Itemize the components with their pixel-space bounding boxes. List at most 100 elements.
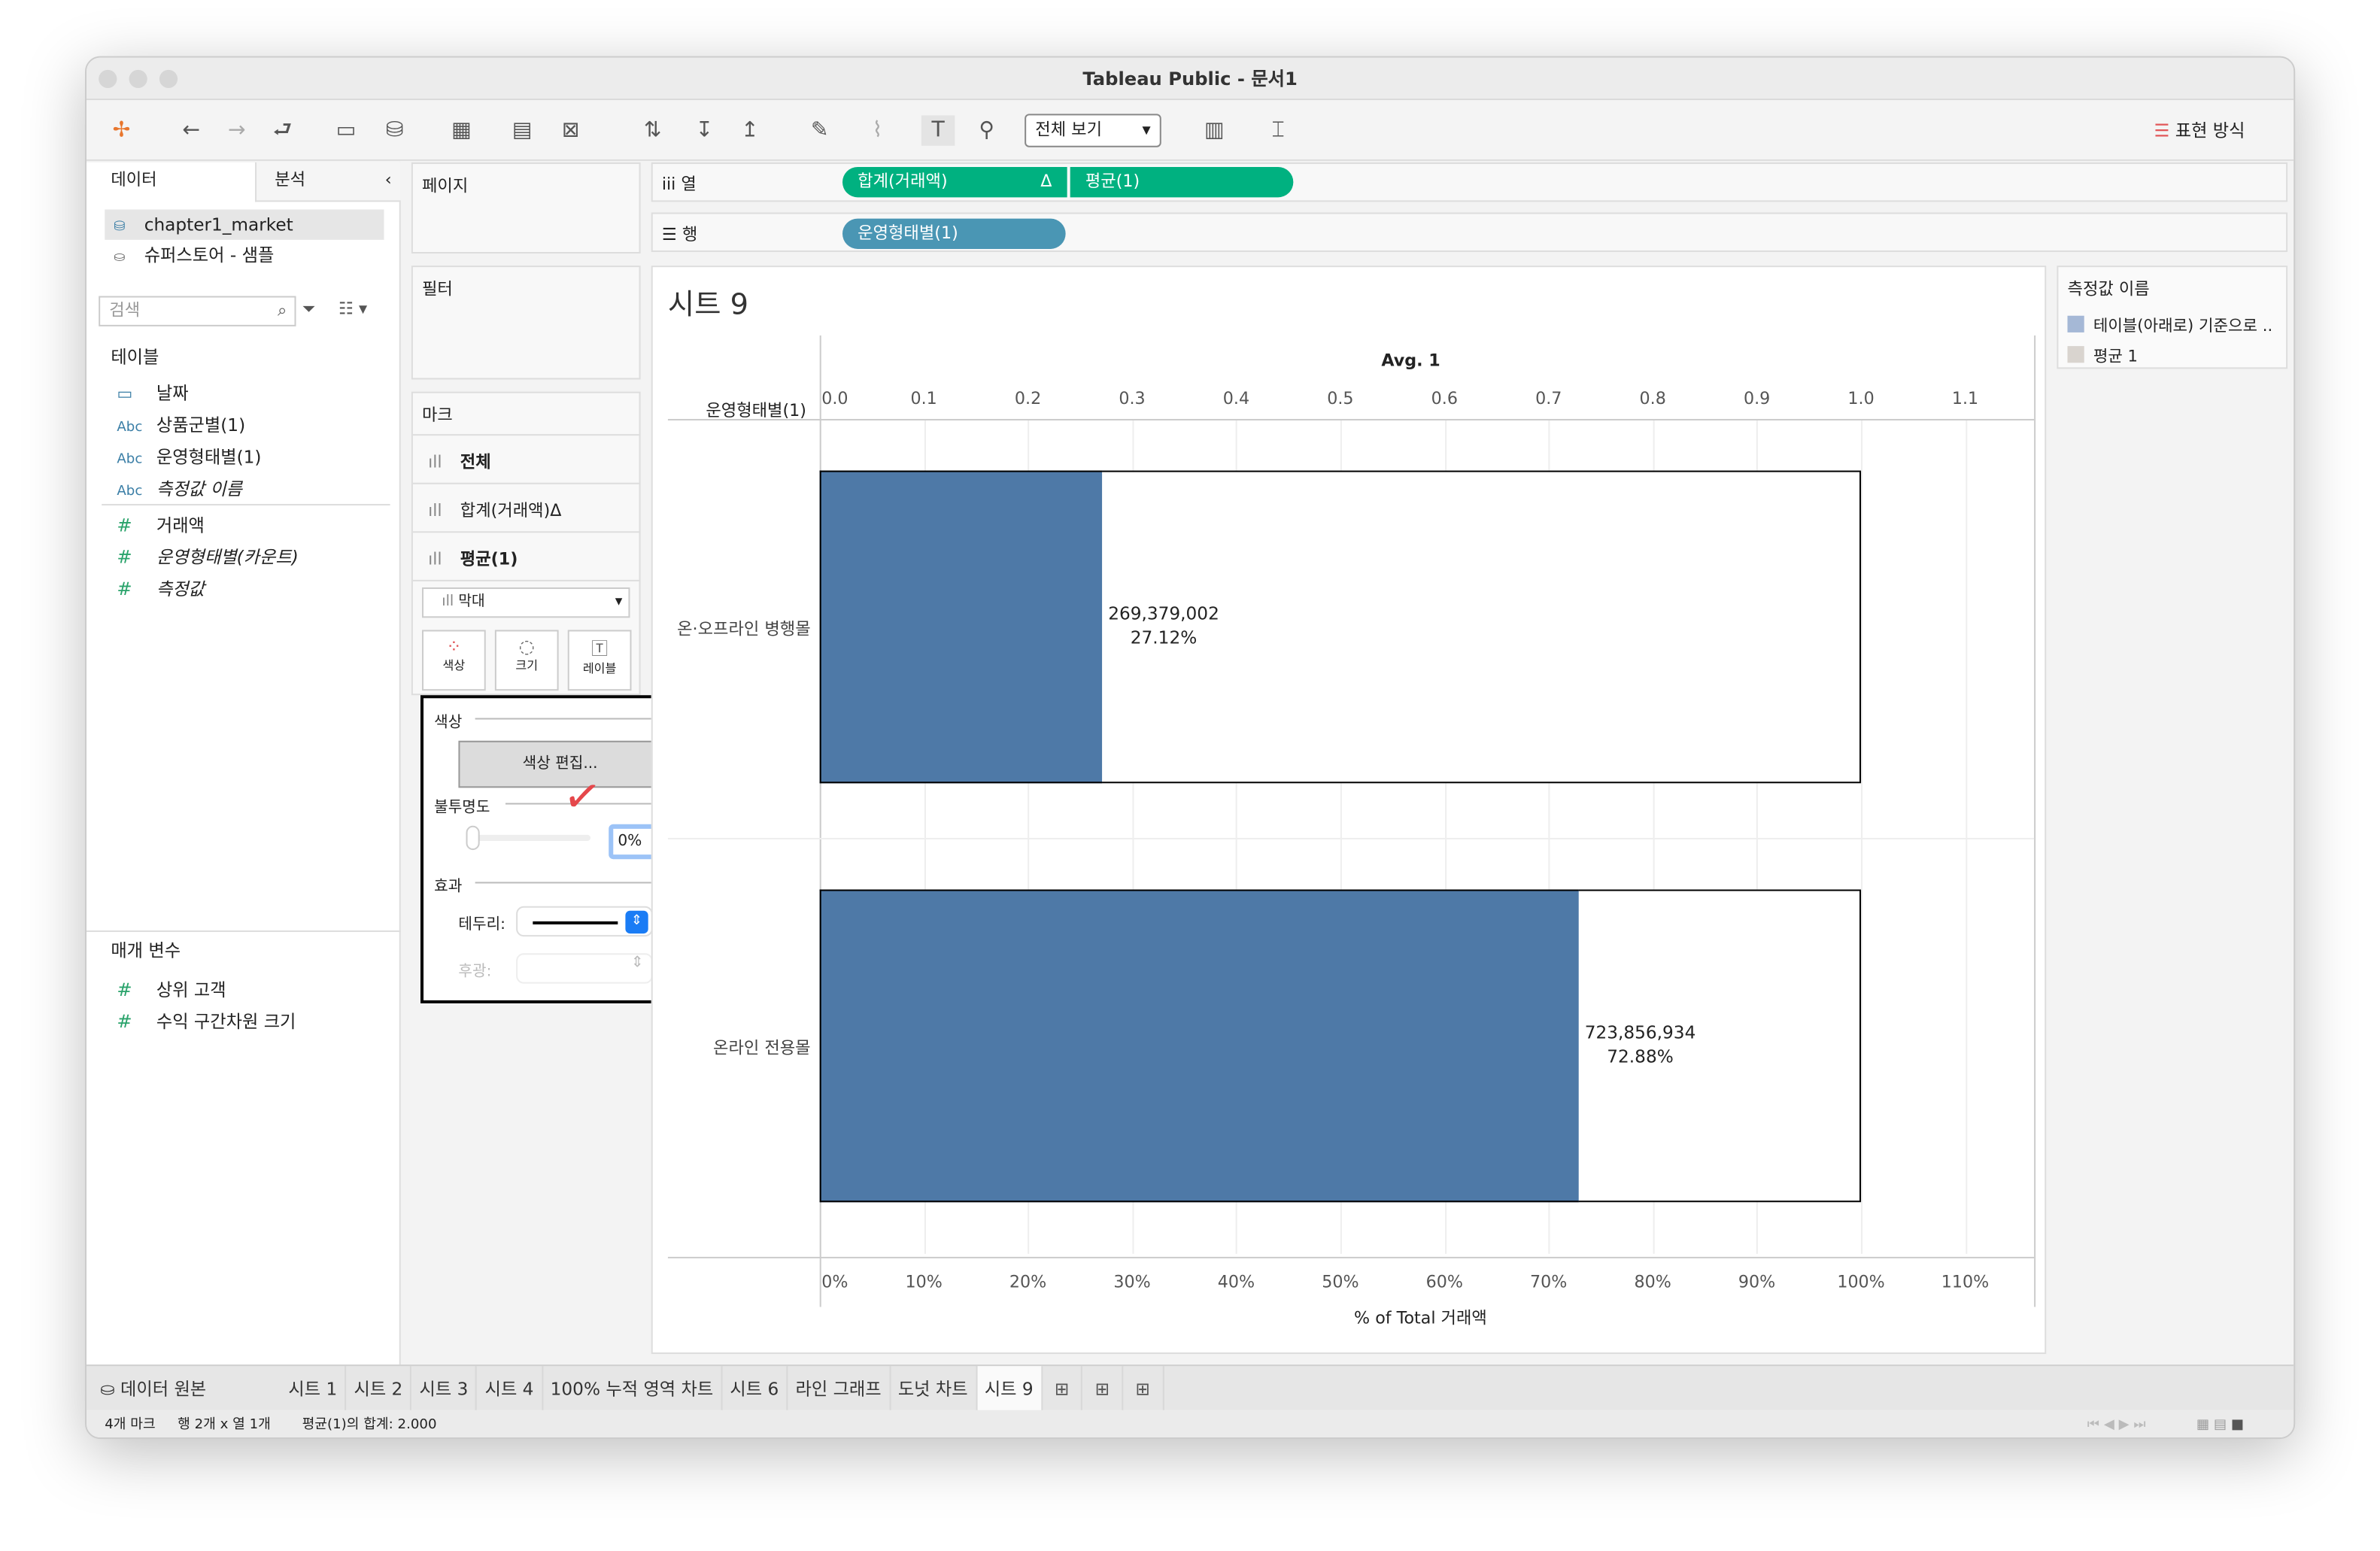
save-icon[interactable]: ▭ — [335, 118, 357, 143]
measure-icon: # — [117, 578, 132, 600]
field-item[interactable]: Abc 상품군별(1) — [117, 410, 245, 440]
presentation-icon[interactable]: ▥ — [1204, 118, 1225, 143]
show-me-button[interactable]: ☰ 표현 방식 — [2154, 118, 2245, 142]
top-axis-tick: 0.9 — [1743, 388, 1771, 408]
clear-sheet-icon[interactable]: ⊠ — [561, 118, 580, 143]
dimension-icon: Abc — [117, 452, 143, 468]
field-label: 날짜 — [156, 382, 189, 404]
field-item[interactable]: ▭ 날짜 — [117, 378, 188, 408]
new-datasource-icon[interactable]: ⛁ — [385, 118, 404, 143]
columns-label: 열 — [681, 175, 697, 195]
redo-icon[interactable]: → — [227, 118, 246, 143]
legend-item[interactable]: 테이블(아래로) 기준으로 .. — [2067, 314, 2272, 337]
field-item[interactable]: # 수익 구간차원 크기 — [117, 1006, 296, 1037]
sheet-tab[interactable]: 100% 누적 영역 차트 — [543, 1366, 723, 1412]
replay-icon[interactable]: ⮐ — [272, 118, 293, 143]
bar-percent-total[interactable] — [819, 470, 1103, 784]
tableau-logo-icon[interactable]: ✢ — [112, 118, 131, 143]
sheet-tab[interactable]: 시트 6 — [722, 1366, 788, 1412]
new-sheet-icon[interactable]: ▦ — [451, 118, 472, 143]
edit-colors-button[interactable]: 색상 편집... — [458, 740, 662, 788]
tab-navigation-icon[interactable]: ⏮ ◀ ▶ ⏭ — [2087, 1417, 2146, 1433]
axis-line — [2034, 335, 2036, 1307]
top-axis-tick: 1.0 — [1847, 388, 1875, 408]
highlight-icon[interactable]: ✎ — [810, 118, 829, 143]
label-button[interactable]: 🅃 레이블 — [567, 630, 632, 691]
bar-value-label: 723,856,934 — [1584, 1021, 1696, 1043]
sheet-tab[interactable]: 라인 그래프 — [788, 1366, 891, 1412]
datasource-item[interactable]: ⛀ 슈퍼스토어 - 샘플 — [114, 240, 274, 270]
new-dashboard-icon[interactable]: ⊞ — [1083, 1366, 1124, 1412]
sheet-tab[interactable]: 시트 3 — [411, 1366, 478, 1412]
tooltip-icon[interactable]: ⌶ — [1271, 118, 1285, 143]
mark-card-1[interactable]: ıll 합계(거래액)Δ — [412, 484, 639, 533]
view-list-icon[interactable]: ☷ ▾ — [338, 299, 368, 319]
sheet-tab[interactable]: 시트 4 — [478, 1366, 543, 1412]
legend-item[interactable]: 평균 1 — [2067, 344, 2138, 367]
opacity-slider-thumb[interactable] — [466, 825, 480, 851]
new-worksheet-icon[interactable]: ⊞ — [1043, 1366, 1083, 1412]
legend-swatch — [2067, 346, 2084, 363]
top-axis-tick: 0.6 — [1431, 388, 1458, 408]
field-item[interactable]: # 측정값 — [117, 574, 205, 604]
field-label: 측정값 이름 — [156, 478, 242, 499]
field-item[interactable]: # 상위 고객 — [117, 975, 226, 1005]
undo-icon[interactable]: ← — [182, 118, 201, 143]
table-calc-delta-icon: Δ — [550, 500, 562, 521]
datasource-tab[interactable]: ⛀ 데이터 원본 — [93, 1366, 214, 1412]
field-label: 운영형태별(1) — [156, 446, 262, 468]
show-labels-icon[interactable]: T — [921, 115, 955, 146]
gridline — [1444, 418, 1447, 1254]
filter-icon[interactable]: ⏷ — [302, 299, 316, 319]
tab-data[interactable]: 데이터 — [87, 162, 255, 202]
mark-card-2[interactable]: ıll 평균(1) — [412, 533, 639, 581]
opacity-slider[interactable] — [466, 825, 591, 851]
new-story-icon[interactable]: ⊞ — [1123, 1366, 1164, 1412]
sheet-tab[interactable]: 도넛 차트 — [891, 1366, 977, 1412]
group-icon[interactable]: ⌇ — [872, 118, 883, 143]
rows-shelf[interactable]: ☰ 행 운영형태별(1) — [651, 212, 2288, 252]
columns-shelf[interactable]: iii 열 합계(거래액) Δ 평균(1) — [651, 162, 2288, 202]
search-placeholder: 검색 — [109, 300, 141, 320]
sort-descending-icon[interactable]: ↥ — [741, 118, 759, 143]
size-icon: ◌ — [518, 636, 535, 657]
bottom-axis-tick: 70% — [1530, 1272, 1568, 1292]
column-pill[interactable]: 평균(1) — [1070, 166, 1294, 198]
field-item[interactable]: Abc 운영형태별(1) — [117, 442, 261, 472]
mark-card-0[interactable]: ıll 전체 — [412, 436, 639, 484]
field-item[interactable]: # 거래액 — [117, 510, 205, 540]
bar-chart-icon: ıll — [428, 500, 442, 521]
column-pill[interactable]: 합계(거래액) Δ — [842, 166, 1067, 198]
size-button[interactable]: ◌ 크기 — [494, 630, 559, 691]
divider — [505, 803, 685, 805]
tab-analysis[interactable]: 분석 ‹ — [255, 162, 401, 202]
minimize-window-button[interactable] — [129, 69, 147, 89]
top-axis-title: Avg. 1 — [1381, 351, 1440, 371]
mark-type-select[interactable]: ıll 막대 ▾ — [422, 587, 630, 618]
bar-percent-total[interactable] — [819, 889, 1579, 1203]
filters-shelf[interactable]: 필터 — [411, 266, 641, 380]
sheet-tab[interactable]: 시트 2 — [346, 1366, 412, 1412]
collapse-icon[interactable]: ‹ — [384, 170, 392, 190]
field-item[interactable]: # 운영형태별(카운트) — [117, 542, 298, 572]
row-pill[interactable]: 운영형태별(1) — [842, 218, 1066, 249]
gridline — [1756, 418, 1759, 1254]
border-select[interactable]: ⇕ — [516, 906, 653, 937]
color-button[interactable]: ⁘ 색상 — [422, 630, 486, 691]
sheet-tab[interactable]: 시트 1 — [281, 1366, 347, 1412]
fit-select[interactable]: 전체 보기 ▾ — [1025, 114, 1161, 147]
close-window-button[interactable] — [99, 69, 117, 89]
duplicate-sheet-icon[interactable]: ▤ — [512, 118, 533, 143]
datasource-item[interactable]: ⛁ chapter1_market — [105, 209, 384, 240]
sheet-tab[interactable]: 시트 9 — [976, 1366, 1043, 1412]
sheet-tab-label: 시트 6 — [730, 1378, 779, 1400]
edit-colors-label: 색상 편집... — [522, 755, 598, 773]
swap-icon[interactable]: ⇅ — [643, 118, 662, 143]
view-mode-icon[interactable]: ▦ ▤ ■ — [2196, 1417, 2245, 1433]
zoom-window-button[interactable] — [159, 69, 178, 89]
sort-ascending-icon[interactable]: ↧ — [695, 118, 714, 143]
search-input[interactable]: 검색 ⌕ — [99, 296, 296, 326]
pages-shelf[interactable]: 페이지 — [411, 162, 641, 254]
pin-icon[interactable]: ⚲ — [979, 118, 995, 143]
field-item[interactable]: Abc 측정값 이름 — [117, 474, 242, 504]
